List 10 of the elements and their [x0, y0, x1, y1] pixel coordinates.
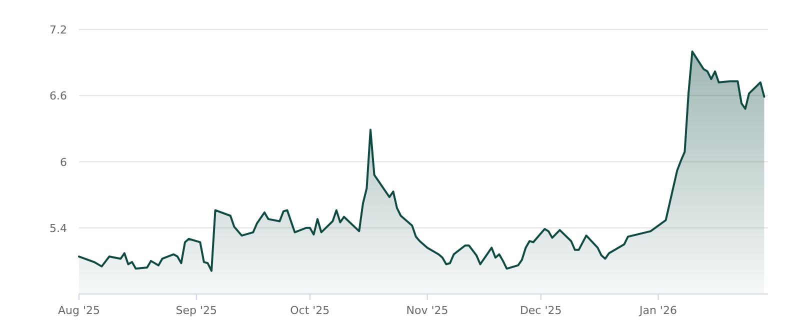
x-tick-label: Oct '25	[290, 304, 330, 317]
x-tick-label: Jan '26	[638, 304, 677, 317]
x-tick-label: Nov '25	[406, 304, 448, 317]
y-tick-label: 5.4	[50, 222, 67, 235]
x-tick-label: Sep '25	[176, 304, 217, 317]
y-tick-label: 7.2	[50, 24, 67, 36]
x-tick-label: Dec '25	[520, 304, 562, 317]
y-tick-label: 6.6	[50, 90, 67, 103]
y-tick-label: 6	[60, 156, 67, 169]
x-tick-label: Aug '25	[58, 304, 100, 317]
